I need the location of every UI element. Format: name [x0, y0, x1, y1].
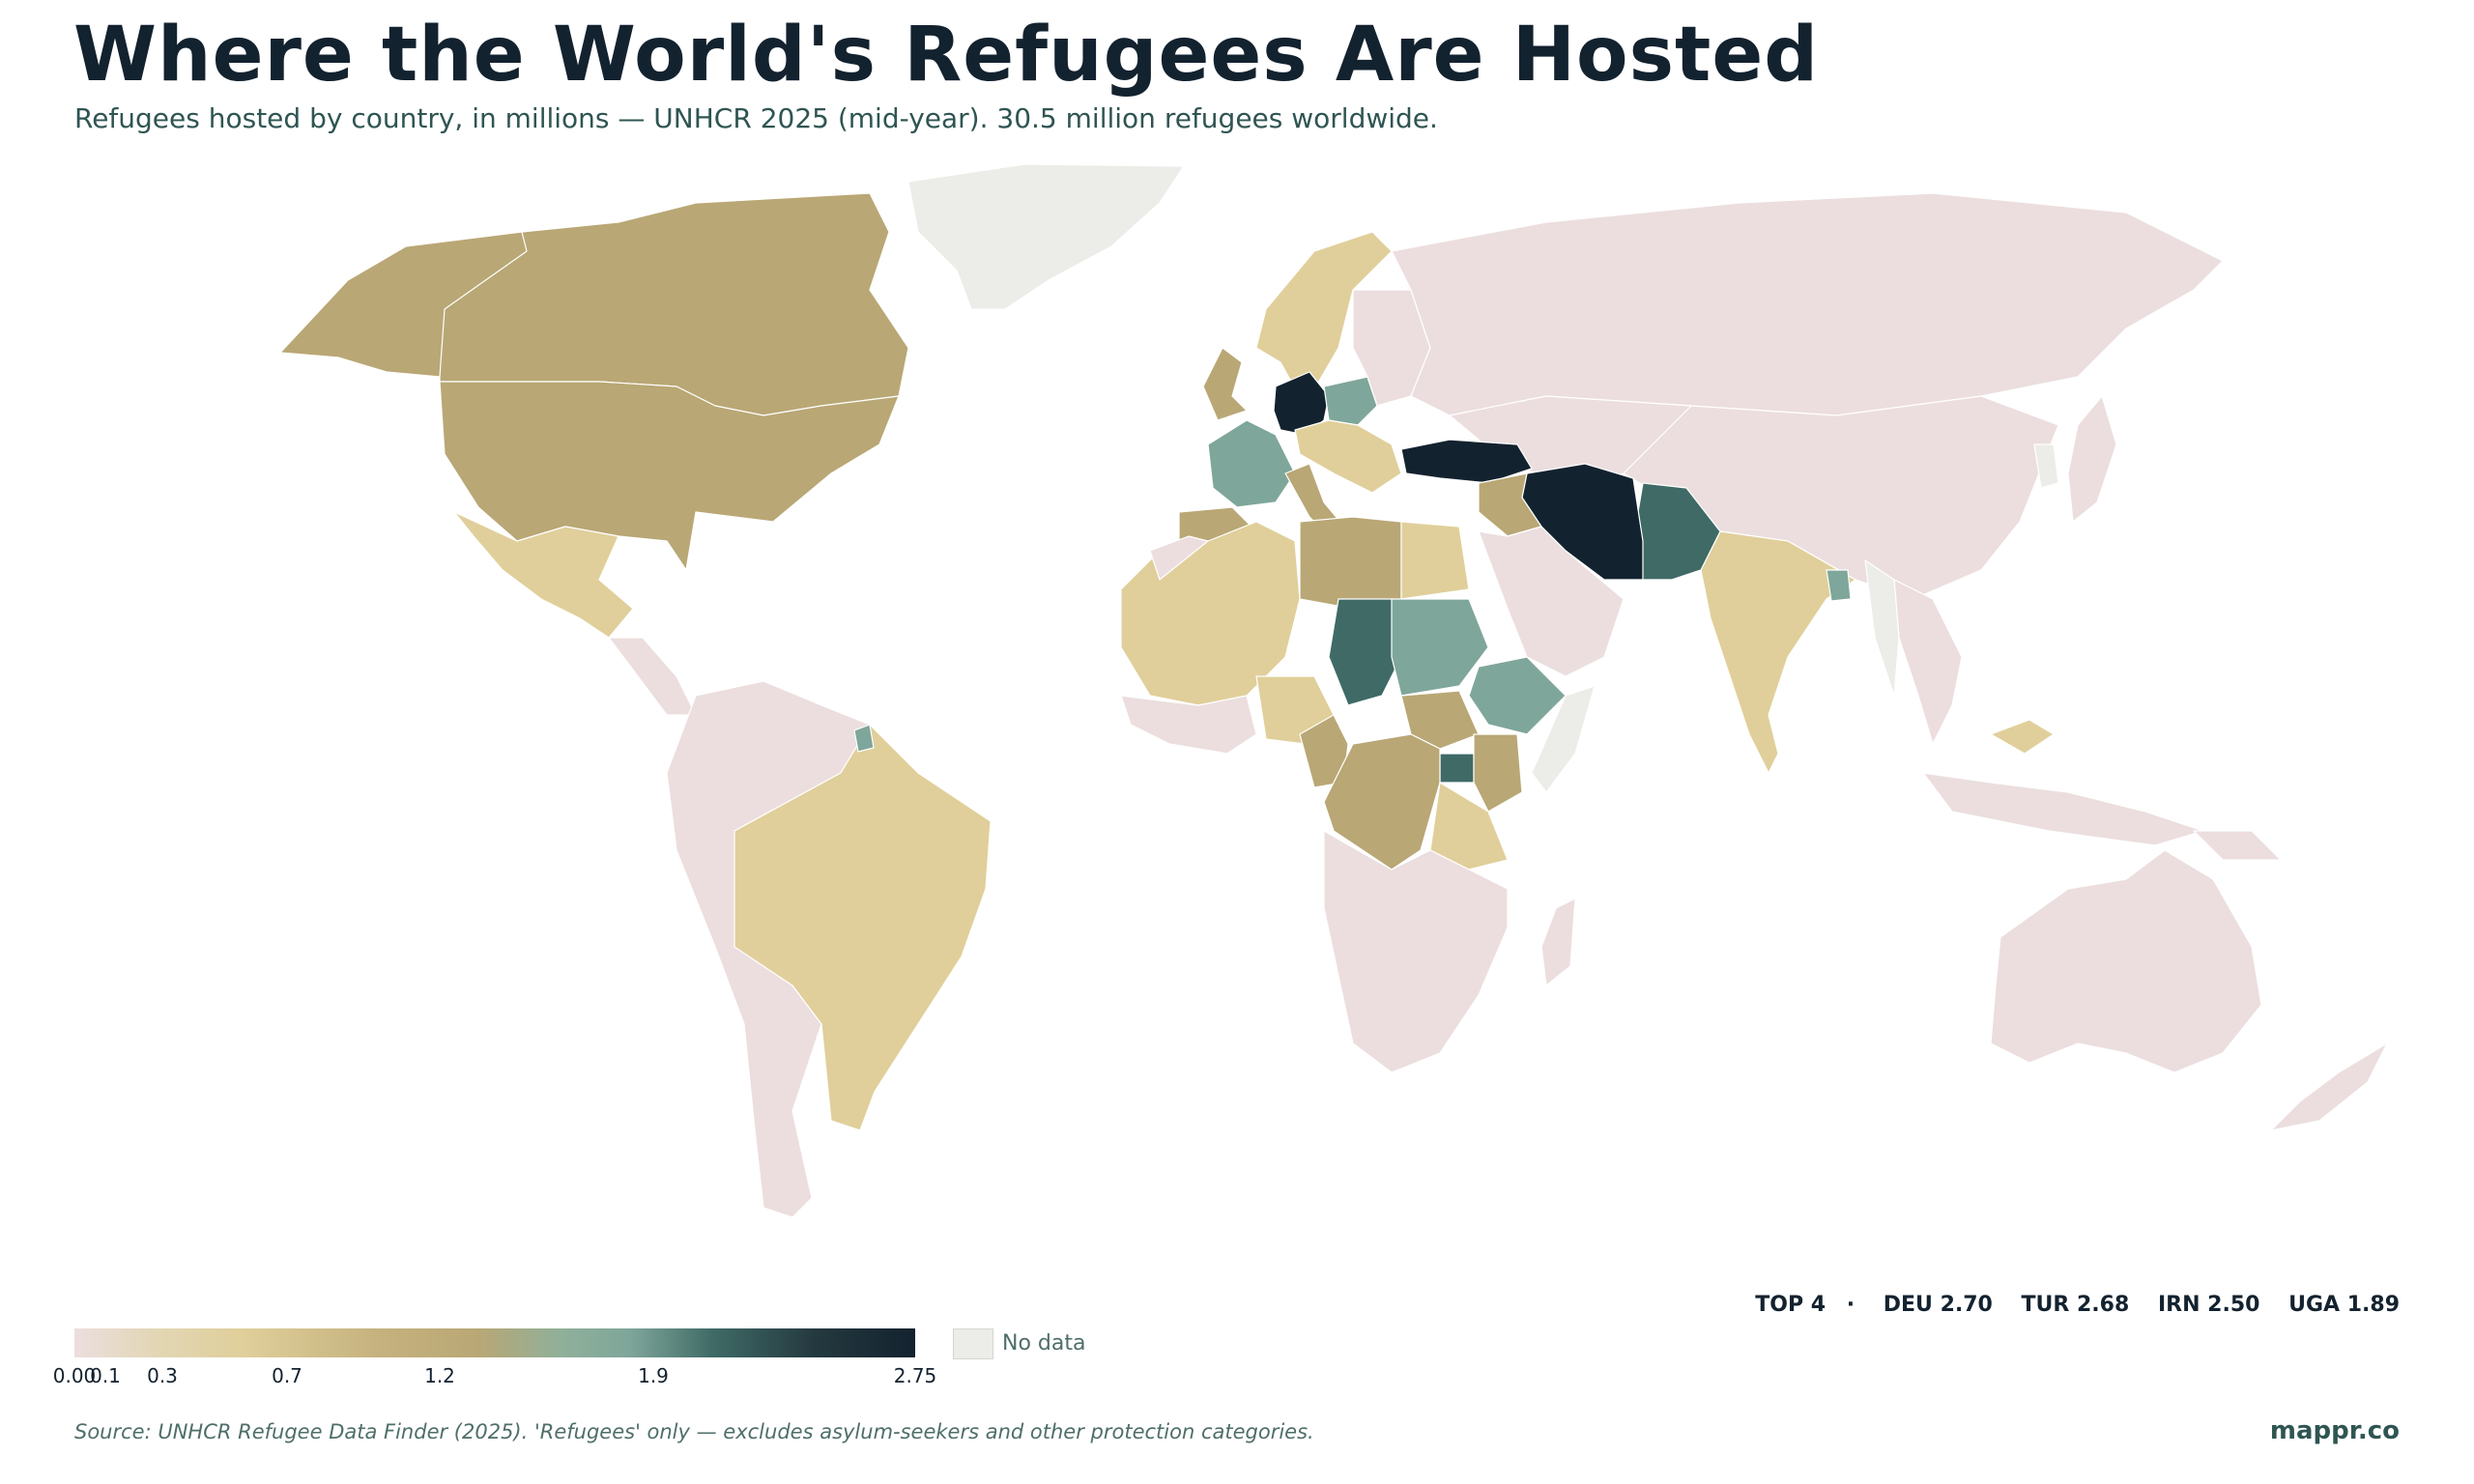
map-title: Where the World's Refugees Are Hosted — [73, 12, 1820, 99]
region-png[interactable] — [2193, 830, 2282, 861]
top-host-3: IRN 2.50 — [2157, 1293, 2260, 1317]
legend-tick-5: 1.9 — [638, 1364, 669, 1387]
top-hosts-summary: TOP 4 · DEU 2.70 TUR 2.68 IRN 2.50 UGA 1… — [1755, 1293, 2400, 1317]
legend-tick-6: 2.75 — [893, 1364, 937, 1387]
region-arabia[interactable] — [1478, 526, 1625, 677]
top-host-2: TUR 2.68 — [2021, 1293, 2130, 1317]
region-morocco[interactable] — [1149, 535, 1209, 581]
region-mexico[interactable] — [453, 511, 634, 639]
region-somalia[interactable] — [1531, 685, 1596, 793]
legend-tick-4: 1.2 — [424, 1364, 455, 1387]
source-note: Source: UNHCR Refugee Data Finder (2025)… — [74, 1420, 1314, 1443]
top-hosts-separator: · — [1846, 1293, 1856, 1317]
region-guiana[interactable] — [853, 724, 875, 753]
legend-tick-3: 0.7 — [272, 1364, 302, 1387]
legend-tick-2: 0.3 — [147, 1364, 178, 1387]
map-subtitle: Refugees hosted by country, in millions … — [74, 102, 1438, 134]
region-central-europe[interactable] — [1294, 419, 1402, 494]
brand-logo-text[interactable]: mappr.co — [2269, 1416, 2400, 1445]
region-myanmar[interactable] — [1864, 559, 1900, 697]
region-bangladesh[interactable] — [1826, 569, 1852, 602]
region-greenland[interactable] — [907, 163, 1185, 310]
no-data-label: No data — [1002, 1331, 1086, 1356]
region-ethiopia[interactable] — [1468, 656, 1567, 735]
region-new-zealand[interactable] — [2270, 1042, 2388, 1131]
region-egypt[interactable] — [1400, 521, 1470, 600]
region-japan[interactable] — [2067, 395, 2117, 523]
region-uganda[interactable] — [1439, 753, 1475, 784]
region-madagascar[interactable] — [1540, 898, 1576, 986]
region-russia[interactable] — [1391, 192, 2224, 416]
region-korea[interactable] — [2033, 443, 2059, 489]
legend-tick-0: 0.00 — [52, 1364, 97, 1387]
legend-tick-1: 0.1 — [90, 1364, 121, 1387]
top-host-4: UGA 1.89 — [2288, 1293, 2400, 1317]
top-hosts-label: TOP 4 — [1755, 1293, 1827, 1317]
region-central-america[interactable] — [608, 637, 697, 716]
region-turkey[interactable] — [1400, 439, 1533, 484]
region-poland[interactable] — [1323, 376, 1378, 426]
region-tanzania[interactable] — [1429, 782, 1509, 870]
world-choropleth-map — [279, 163, 2388, 1218]
no-data-swatch — [953, 1328, 993, 1359]
region-malaysia[interactable] — [1990, 719, 2055, 755]
region-drc[interactable] — [1323, 733, 1441, 870]
region-kenya[interactable] — [1473, 733, 1523, 813]
region-australia[interactable] — [1990, 849, 2262, 1073]
region-alaska[interactable] — [279, 231, 528, 378]
top-host-1: DEU 2.70 — [1883, 1293, 1993, 1317]
region-india[interactable] — [1700, 530, 1856, 774]
region-scandinavia[interactable] — [1255, 231, 1393, 407]
region-southern-africa[interactable] — [1323, 830, 1509, 1073]
region-france[interactable] — [1207, 419, 1296, 508]
region-indonesia[interactable] — [1922, 772, 2204, 846]
region-sudan[interactable] — [1391, 598, 1489, 697]
color-scale-bar — [74, 1328, 915, 1357]
region-southeast-asia[interactable] — [1893, 579, 1963, 745]
region-brazil[interactable] — [734, 724, 992, 1131]
region-uk[interactable] — [1202, 347, 1248, 421]
region-libya[interactable] — [1299, 516, 1402, 610]
region-west-africa[interactable] — [1120, 695, 1257, 755]
region-chad[interactable] — [1328, 598, 1402, 706]
region-south-sudan[interactable] — [1400, 690, 1480, 750]
